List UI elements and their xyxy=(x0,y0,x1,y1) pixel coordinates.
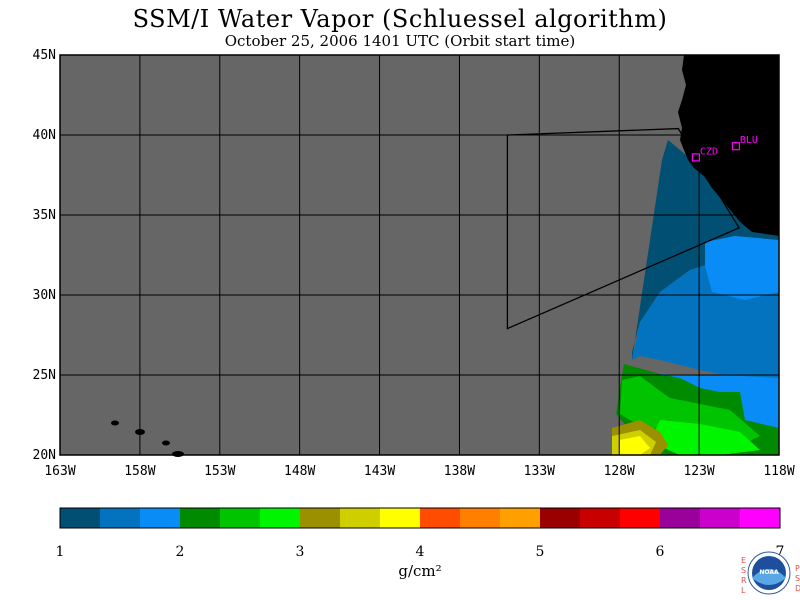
island-kauai xyxy=(111,420,119,426)
colorbar-bin xyxy=(220,508,261,528)
lon-tick-label: 123W xyxy=(683,464,714,479)
station-label: CZD xyxy=(700,146,718,157)
lon-tick-label: 163W xyxy=(44,464,75,479)
vapor-band-2-3-light xyxy=(650,420,760,455)
colorbar-bin xyxy=(660,508,701,528)
lat-tick-label: 20N xyxy=(33,448,56,463)
lat-tick-label: 45N xyxy=(33,48,56,63)
colorbar-bin xyxy=(100,508,141,528)
lon-tick-label: 138W xyxy=(444,464,475,479)
island-hawaii xyxy=(172,451,184,457)
colorbar-bin xyxy=(740,508,781,528)
map-title: SSM/I Water Vapor (Schluessel algorithm) xyxy=(132,5,668,33)
station-marker xyxy=(731,142,740,151)
colorbar-bin xyxy=(580,508,621,528)
vapor-band-2-3-mid xyxy=(620,376,760,446)
lon-tick-label: 133W xyxy=(524,464,555,479)
station-label: BLU xyxy=(740,135,758,146)
colorbar-tick-label: 4 xyxy=(416,544,425,560)
lon-tick-label: 148W xyxy=(284,464,315,479)
land-mass xyxy=(678,55,779,236)
colorbar-bin xyxy=(340,508,381,528)
lon-tick-label: 143W xyxy=(364,464,395,479)
colorbar-tick-label: 5 xyxy=(536,544,545,560)
colorbar-bin xyxy=(700,508,741,528)
colorbar-bin xyxy=(540,508,581,528)
lat-tick-label: 40N xyxy=(33,128,56,143)
lon-tick-label: 153W xyxy=(204,464,235,479)
lat-tick-label: 30N xyxy=(33,288,56,303)
map-frame xyxy=(59,54,780,456)
logo-center-text: NOAA xyxy=(759,569,779,576)
colorbar-tick-label: 1 xyxy=(56,544,65,560)
colorbar-bin xyxy=(380,508,421,528)
colorbar-tick-label: 7 xyxy=(776,544,785,560)
vapor-band-1-2-light xyxy=(705,236,779,300)
colorbar-frame xyxy=(59,507,781,529)
logo-wave xyxy=(752,569,786,585)
colorbar-tick-label: 6 xyxy=(656,544,665,560)
colorbar-bin xyxy=(180,508,221,528)
colorbar-bin xyxy=(460,508,501,528)
colorbar-unit-label: g/cm² xyxy=(398,562,441,580)
flight-track-outline xyxy=(506,127,741,330)
colorbar-tick-label: 2 xyxy=(176,544,185,560)
stations: CZD BLU xyxy=(691,135,758,162)
island-maui xyxy=(162,440,170,446)
colorbar-tick-label: 3 xyxy=(296,544,305,560)
lat-tick-label: 25N xyxy=(33,368,56,383)
colorbar-bin xyxy=(140,508,181,528)
vapor-band-3-4-light xyxy=(620,436,650,455)
longitude-labels: 163W 158W 153W 148W 143W 138W 133W 128W 123W 118W xyxy=(44,464,794,479)
station-marker xyxy=(691,153,701,162)
colorbar-bin xyxy=(620,508,661,528)
lon-tick-label: 128W xyxy=(604,464,635,479)
lat-tick-label: 35N xyxy=(33,208,56,223)
colorbar-bin xyxy=(420,508,461,528)
water-vapor-swath xyxy=(612,140,779,455)
latitude-labels: 45N 40N 35N 30N 25N 20N xyxy=(33,48,56,463)
colorbar-bin xyxy=(300,508,341,528)
map-area: CZD BLU xyxy=(59,54,780,457)
colorbar-bin xyxy=(260,508,301,528)
colorbar-bin xyxy=(500,508,541,528)
colorbar-ticks: 1 2 3 4 5 6 7 xyxy=(56,544,785,560)
lon-tick-label: 158W xyxy=(124,464,155,479)
colorbar-bin xyxy=(60,508,101,528)
lon-tick-label: 118W xyxy=(763,464,794,479)
map-subtitle: October 25, 2006 1401 UTC (Orbit start t… xyxy=(224,32,576,50)
colorbar xyxy=(59,507,781,529)
